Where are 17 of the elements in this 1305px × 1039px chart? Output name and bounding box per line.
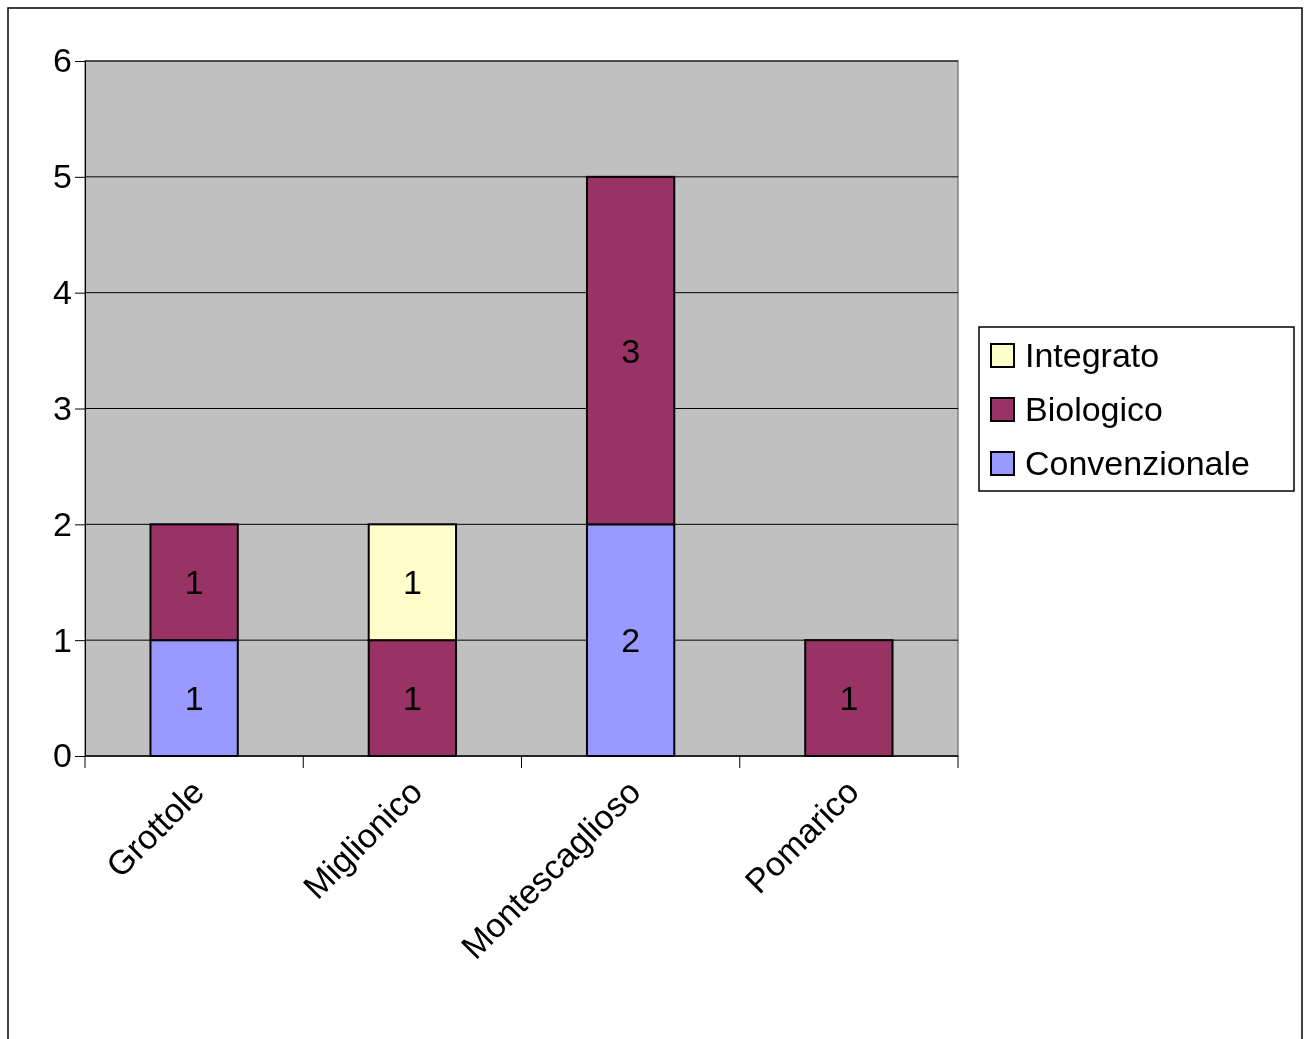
legend-label: Convenzionale (1025, 444, 1250, 482)
data-label: 1 (839, 679, 859, 718)
y-tick-label: 1 (53, 620, 72, 659)
y-tick-label: 6 (53, 41, 72, 80)
legend-label: Biologico (1025, 390, 1163, 428)
y-tick-label: 0 (53, 736, 72, 775)
data-label: 1 (184, 563, 204, 602)
y-tick-label: 5 (53, 157, 72, 196)
data-label: 1 (184, 679, 204, 718)
data-label: 3 (621, 331, 641, 370)
data-label: 1 (402, 679, 422, 718)
legend-label: Integrato (1025, 336, 1160, 374)
data-label: 1 (402, 563, 422, 602)
y-tick-label: 2 (53, 504, 72, 543)
y-tick-label: 4 (53, 273, 72, 312)
data-label: 2 (621, 621, 641, 660)
y-tick-label: 3 (53, 388, 72, 427)
